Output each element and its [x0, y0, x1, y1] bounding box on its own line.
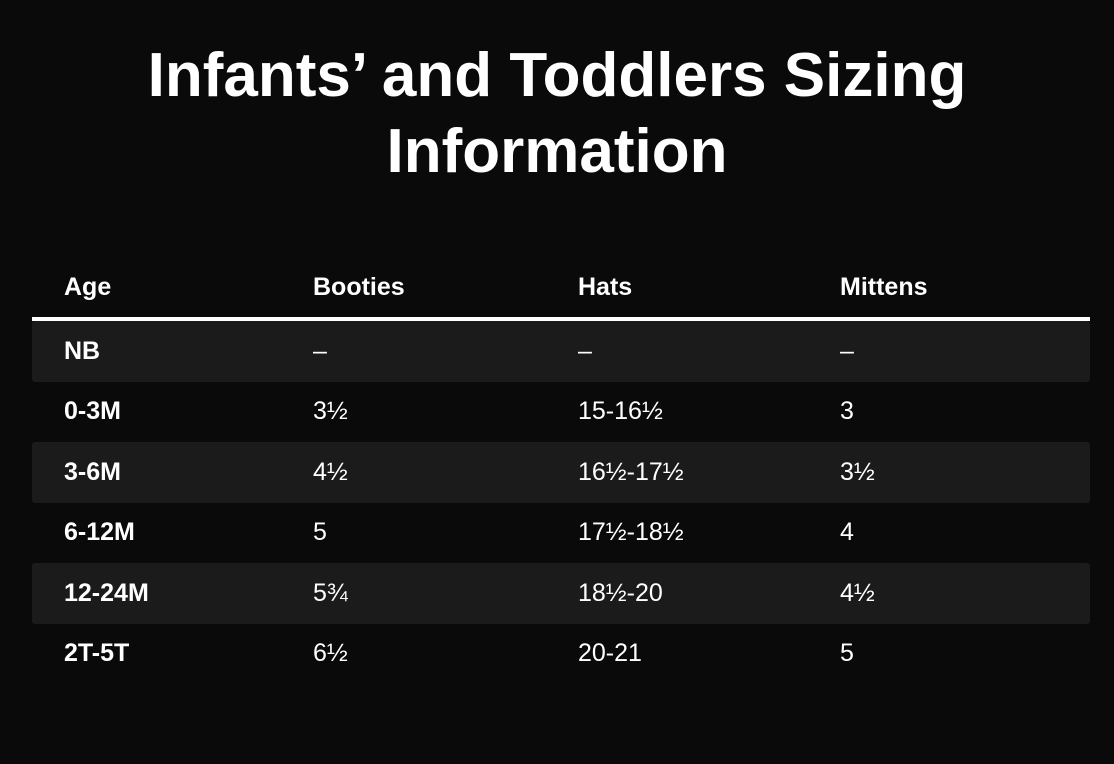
cell-mittens: 3: [840, 397, 854, 426]
cell-mittens: –: [840, 336, 854, 365]
cell-age: 0-3M: [64, 397, 121, 426]
cell-hats: 18½-20: [578, 578, 663, 607]
cell-mittens: 4½: [840, 578, 875, 607]
cell-age: 12-24M: [64, 578, 149, 607]
cell-mittens: 5: [840, 639, 854, 668]
table-row-0-3m: 0-3M 3½ 15-16½ 3: [32, 382, 1090, 443]
header-cell-hats: Hats: [578, 273, 633, 301]
cell-mittens: 4: [840, 518, 854, 547]
table-row-12-24m: 12-24M 5¾ 18½-20 4½: [32, 563, 1090, 624]
cell-booties: 6½: [313, 639, 348, 668]
cell-booties: –: [313, 336, 327, 365]
header-cell-booties: Booties: [313, 273, 405, 301]
header-cell-mittens: Mittens: [840, 273, 928, 301]
table-row-6-12m: 6-12M 5 17½-18½ 4: [32, 503, 1090, 564]
cell-booties: 3½: [313, 397, 348, 426]
cell-age: 2T-5T: [64, 639, 130, 668]
page-title-line-1: Infants’ and Toddlers Sizing: [147, 41, 967, 110]
cell-hats: 16½-17½: [578, 457, 684, 486]
cell-booties: 5¾: [313, 578, 348, 607]
cell-age: 3-6M: [64, 457, 121, 486]
header-cell-age: Age: [64, 273, 112, 301]
table-row-2t-5t: 2T-5T 6½ 20-21 5: [32, 624, 1090, 685]
cell-hats: 15-16½: [578, 397, 663, 426]
cell-hats: 20-21: [578, 639, 642, 668]
table-row-nb: NB – – –: [32, 321, 1090, 382]
page-title-line-2: Information: [386, 117, 728, 186]
page-title: Infants’ and Toddlers Sizing Information: [20, 38, 1094, 190]
table-header-row: Age Booties Hats Mittens: [32, 258, 1090, 321]
cell-mittens: 3½: [840, 457, 875, 486]
sizing-table: Age Booties Hats Mittens NB – – – 0-3M 3…: [32, 258, 1090, 684]
cell-booties: 5: [313, 518, 327, 547]
cell-hats: 17½-18½: [578, 518, 684, 547]
cell-booties: 4½: [313, 457, 348, 486]
cell-age: 6-12M: [64, 518, 135, 547]
table-row-3-6m: 3-6M 4½ 16½-17½ 3½: [32, 442, 1090, 503]
cell-age: NB: [64, 336, 101, 365]
cell-hats: –: [578, 336, 592, 365]
